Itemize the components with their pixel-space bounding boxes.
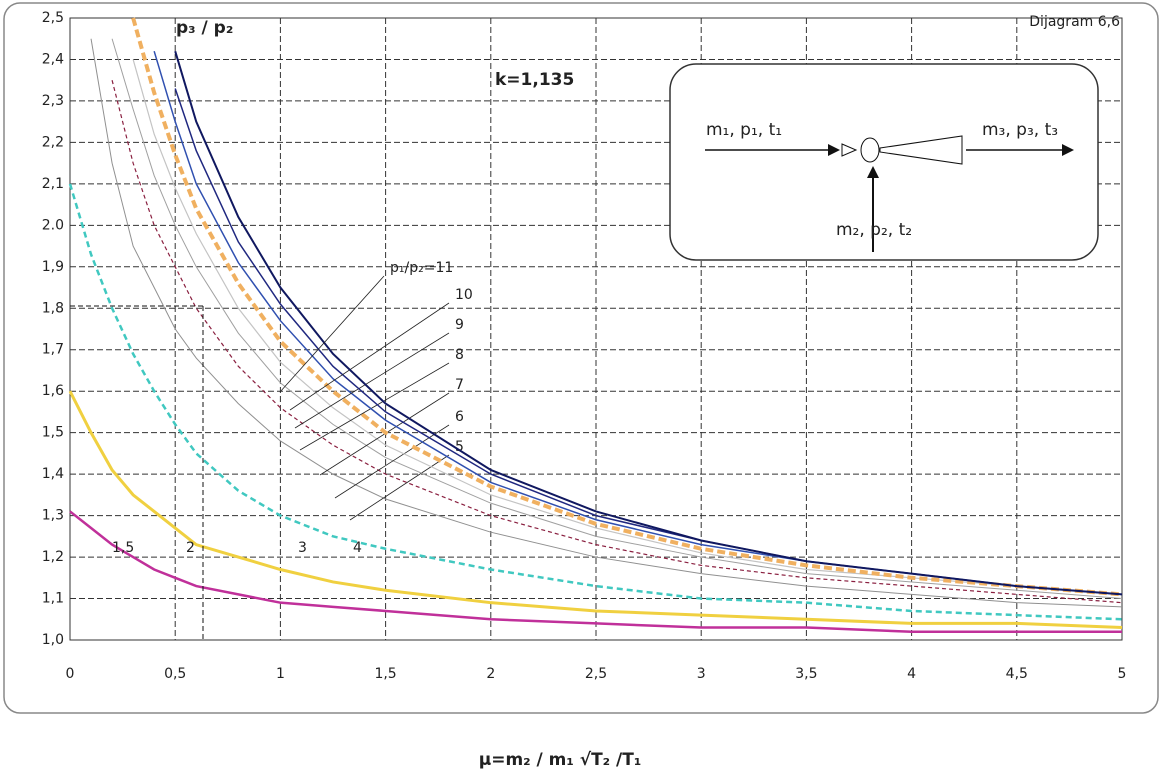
curve-label: 10 <box>455 287 473 303</box>
leader-line <box>334 424 450 499</box>
curve <box>90 38 1123 608</box>
curve-label: 6 <box>455 409 464 425</box>
diagram-box <box>669 63 1099 261</box>
curve <box>174 50 1123 596</box>
x-tick-label: 3,5 <box>795 666 817 682</box>
y-tick-label: 1,0 <box>42 632 64 648</box>
x-axis-title: μ=m₂ / m₁ √T₂ /T₁ <box>479 750 642 770</box>
arrowhead <box>828 144 840 156</box>
diagram-label: m₂, p₂, t₂ <box>836 220 912 240</box>
x-tick-label: 1,5 <box>374 666 396 682</box>
x-tick-label: 5 <box>1118 666 1127 682</box>
diffuser <box>879 135 963 165</box>
x-tick-label: 1 <box>276 666 285 682</box>
diagram-label: m₁, p₁, t₁ <box>706 120 782 140</box>
y-tick-label: 1,9 <box>42 259 64 275</box>
subtitle: k=1,135 <box>495 70 574 90</box>
curve-label: 9 <box>455 317 464 333</box>
nozzle <box>841 143 858 157</box>
x-tick-label: 2 <box>486 666 495 682</box>
ejector-diagram: m₁, p₁, t₁ m₃, p₃, t₃ m₂, p₂, t₂ <box>669 63 1099 261</box>
leader-line <box>279 275 385 393</box>
arrowhead <box>1062 144 1074 156</box>
x-tick-label: 2,5 <box>585 666 607 682</box>
y-tick-label: 1,8 <box>42 300 64 316</box>
curve <box>131 17 1123 597</box>
arrowhead <box>867 166 879 178</box>
curve-label: p₁/p₂=11 <box>390 260 453 276</box>
curve <box>68 183 1123 621</box>
y-axis-title: p₃ / p₂ <box>176 18 233 38</box>
curve-label: 8 <box>455 347 464 363</box>
curve-label: 2 <box>186 540 195 556</box>
y-tick-label: 2.0 <box>42 217 64 233</box>
example-guide <box>70 305 204 640</box>
leader-line <box>299 362 450 451</box>
curve <box>69 510 1122 633</box>
x-tick-label: 0 <box>66 666 75 682</box>
y-tick-label: 2,1 <box>42 176 64 192</box>
curve-label: 3 <box>298 540 307 556</box>
curve-label: 5 <box>455 439 464 455</box>
y-tick-label: 1,1 <box>42 591 64 607</box>
leader-line <box>294 332 450 429</box>
y-tick-label: 2,3 <box>42 93 64 109</box>
y-tick-label: 1,6 <box>42 383 64 399</box>
chamber <box>860 137 880 163</box>
y-tick-label: 1,4 <box>42 466 64 482</box>
curve-label: 1,5 <box>112 540 134 556</box>
x-tick-label: 0,5 <box>164 666 186 682</box>
curve-label: 7 <box>455 377 464 393</box>
x-tick-label: 4 <box>907 666 916 682</box>
y-tick-label: 2,5 <box>42 10 64 26</box>
y-tick-label: 2,4 <box>42 51 64 67</box>
curve <box>111 80 1123 604</box>
y-tick-label: 1,3 <box>42 508 64 524</box>
leader-line <box>349 454 450 521</box>
diagram-label: m₃, p₃, t₃ <box>982 120 1058 140</box>
curve <box>68 390 1123 630</box>
y-tick-label: 1,5 <box>42 425 64 441</box>
leader-line <box>289 302 450 411</box>
curve-label: 4 <box>353 540 362 556</box>
y-tick-label: 1,7 <box>42 342 64 358</box>
x-tick-label: 3 <box>697 666 706 682</box>
chart-title: Dijagram 6,6 <box>1029 14 1120 30</box>
y-tick-label: 1,2 <box>42 549 64 565</box>
y-tick-label: 2,2 <box>42 134 64 150</box>
x-tick-label: 4,5 <box>1006 666 1028 682</box>
curve <box>111 38 1123 600</box>
